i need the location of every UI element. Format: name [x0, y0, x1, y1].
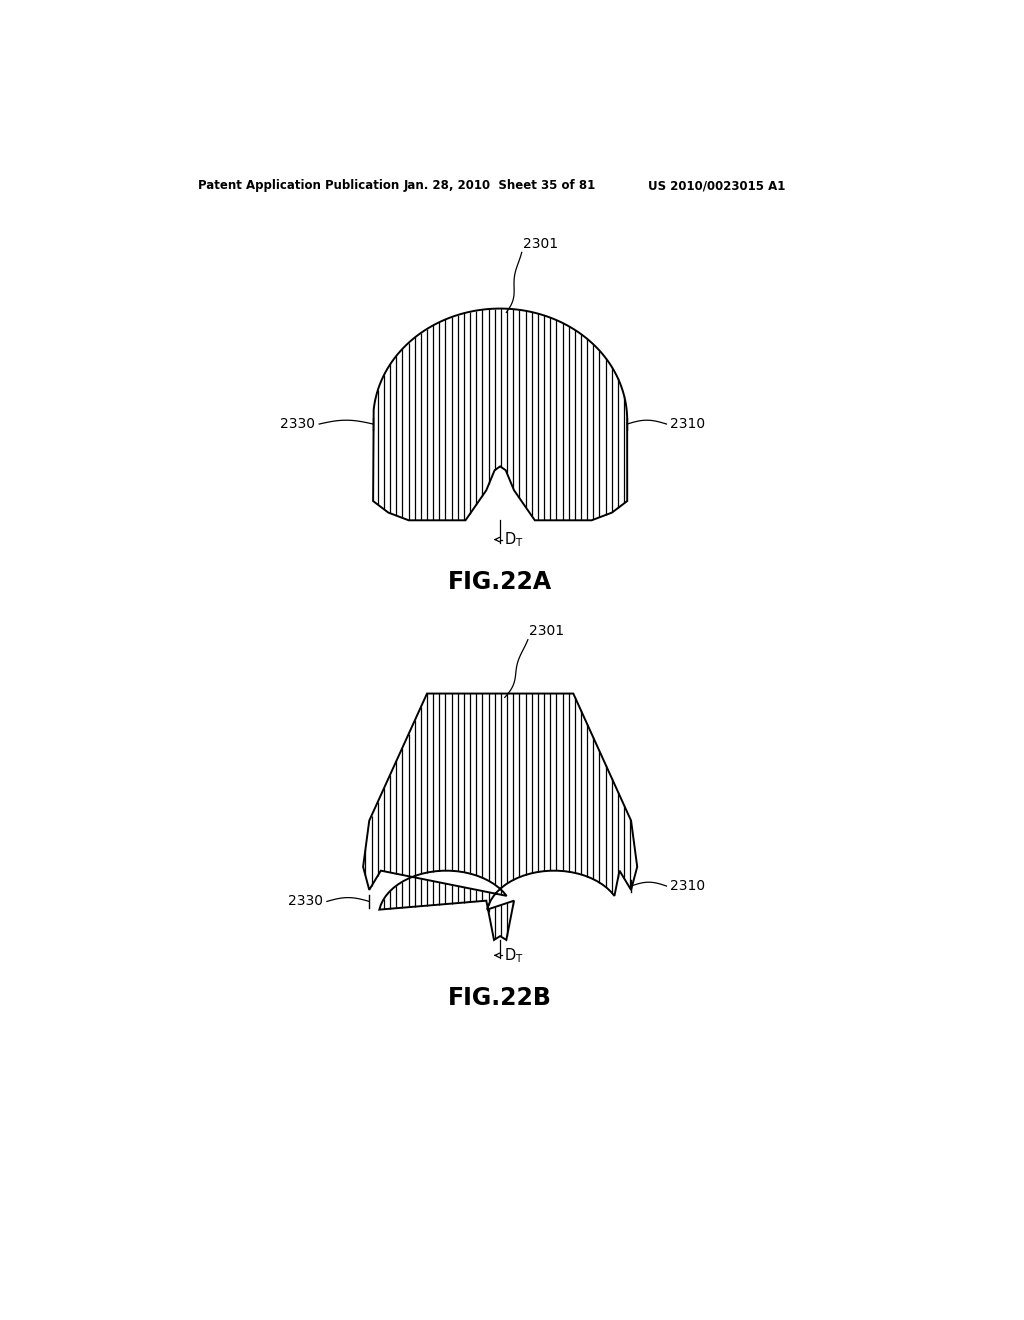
Text: Patent Application Publication: Patent Application Publication — [199, 180, 399, 193]
Text: 2301: 2301 — [529, 624, 564, 638]
Text: 2330: 2330 — [288, 895, 323, 908]
Text: FIG.22A: FIG.22A — [449, 570, 552, 594]
Text: 2310: 2310 — [670, 417, 705, 432]
Text: 2301: 2301 — [523, 236, 558, 251]
Text: $\mathregular{D_T}$: $\mathregular{D_T}$ — [504, 531, 523, 549]
Text: Jan. 28, 2010  Sheet 35 of 81: Jan. 28, 2010 Sheet 35 of 81 — [403, 180, 596, 193]
Text: FIG.22B: FIG.22B — [449, 986, 552, 1010]
Text: 2310: 2310 — [670, 879, 705, 894]
Text: US 2010/0023015 A1: US 2010/0023015 A1 — [648, 180, 785, 193]
Text: $\mathregular{D_T}$: $\mathregular{D_T}$ — [504, 946, 523, 965]
Text: 2330: 2330 — [281, 417, 315, 432]
